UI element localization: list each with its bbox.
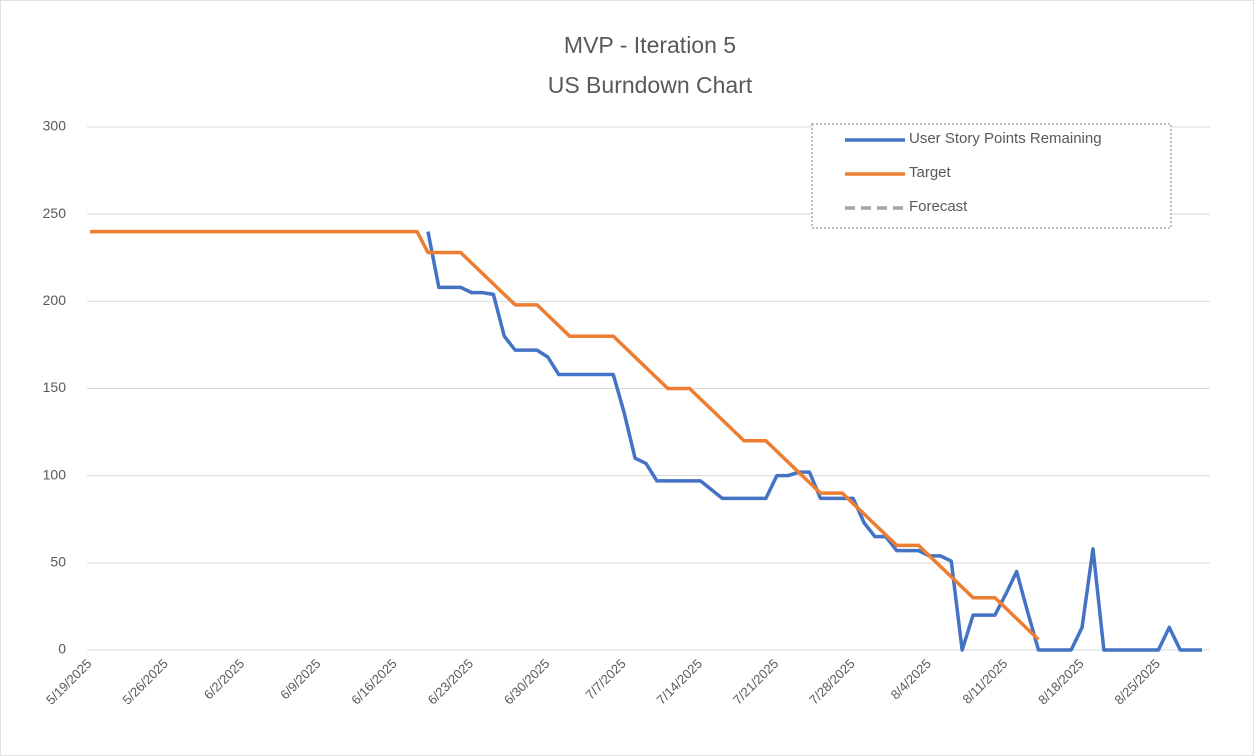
y-tick-label: 50 — [50, 554, 66, 570]
y-tick-label: 150 — [43, 379, 67, 395]
y-tick-label: 300 — [43, 118, 67, 134]
y-tick-label: 250 — [43, 205, 67, 221]
series-line — [90, 229, 1040, 641]
y-tick-label: 100 — [43, 466, 67, 482]
legend-label: Forecast — [909, 198, 968, 215]
chart-title: MVP - Iteration 5 — [564, 32, 736, 58]
y-tick-label: 0 — [58, 641, 66, 657]
chart-subtitle: US Burndown Chart — [548, 72, 753, 98]
series-line — [426, 231, 1202, 652]
legend-label: User Story Points Remaining — [909, 130, 1102, 147]
y-tick-label: 200 — [43, 292, 67, 308]
legend-label: Target — [909, 164, 952, 181]
